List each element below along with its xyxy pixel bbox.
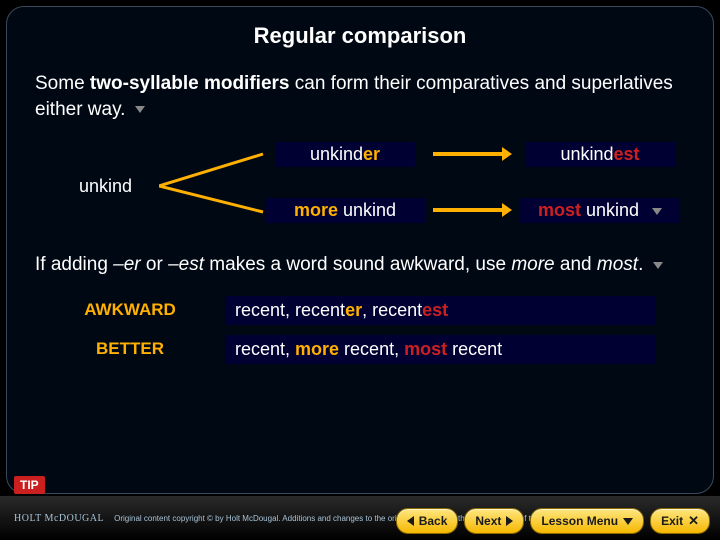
note-post: . xyxy=(638,254,643,275)
intro-text: Some two-syllable modifiers can form the… xyxy=(35,71,685,122)
back-button[interactable]: Back xyxy=(396,508,459,534)
comp-word-base: unkind xyxy=(338,200,396,220)
note-most: most xyxy=(597,254,638,275)
sup-word: most xyxy=(538,200,581,220)
comparative-word-box: more unkind xyxy=(265,198,425,223)
sup-word-base: unkind xyxy=(581,200,639,220)
comparative-suffix-box: unkinder xyxy=(275,142,415,167)
awk-p1: recent, recent xyxy=(235,300,345,320)
fork-lines xyxy=(159,148,269,224)
comp-suffix: er xyxy=(363,144,380,164)
exit-label: Exit xyxy=(661,514,683,528)
bet-most: most xyxy=(404,339,447,359)
awkward-box: recent, recenter, recentest xyxy=(225,296,655,325)
back-label: Back xyxy=(419,514,448,528)
footer-bar: HOLT McDOUGAL Original content copyright… xyxy=(0,496,720,540)
chevron-down-icon xyxy=(623,518,633,525)
better-box: recent, more recent, most recent xyxy=(225,335,655,364)
note-more: more xyxy=(511,254,554,275)
bet-p2: recent, xyxy=(339,339,404,359)
bet-more: more xyxy=(295,339,339,359)
better-label: BETTER xyxy=(35,339,225,359)
awk-p2: , recent xyxy=(362,300,422,320)
nav-buttons: Back Next Lesson Menu Exit ✕ xyxy=(396,508,710,534)
example-row-awkward: AWKWARD recent, recenter, recentest xyxy=(35,296,685,325)
comp-word: more xyxy=(294,200,338,220)
note-m2: makes a word sound awkward, use xyxy=(204,254,511,275)
arrow-icon xyxy=(433,152,503,156)
expand-icon xyxy=(652,208,662,215)
superlative-word-box: most unkind xyxy=(520,198,680,223)
example-row-better: BETTER recent, more recent, most recent xyxy=(35,335,685,364)
comp-base: unkind xyxy=(310,144,363,164)
publisher-logo: HOLT McDOUGAL xyxy=(14,513,104,524)
note-text: If adding –er or –est makes a word sound… xyxy=(35,252,685,278)
slide-panel: Regular comparison Some two-syllable mod… xyxy=(6,6,714,494)
awk-est: est xyxy=(422,300,448,320)
next-label: Next xyxy=(475,514,501,528)
diagram: unkind unkinder unkindest more unkind mo… xyxy=(35,142,685,234)
close-icon: ✕ xyxy=(688,513,699,529)
bet-p3: recent xyxy=(447,339,502,359)
awkward-label: AWKWARD xyxy=(35,300,225,320)
note-m3: and xyxy=(555,254,597,275)
lesson-menu-button[interactable]: Lesson Menu xyxy=(530,508,644,534)
brand-text: HOLT McDOUGAL xyxy=(14,513,104,524)
note-m1: or xyxy=(141,254,168,275)
superlative-suffix-box: unkindest xyxy=(525,142,675,167)
tip-badge[interactable]: TIP xyxy=(14,476,45,494)
awk-er: er xyxy=(345,300,362,320)
sup-suffix: est xyxy=(614,144,640,164)
examples: AWKWARD recent, recenter, recentest BETT… xyxy=(35,296,685,364)
chevron-left-icon xyxy=(407,516,414,526)
arrow-icon xyxy=(433,208,503,212)
bet-p1: recent, xyxy=(235,339,295,359)
note-pre: If adding xyxy=(35,254,113,275)
expand-icon xyxy=(653,262,663,269)
note-er: –er xyxy=(113,254,140,275)
chevron-right-icon xyxy=(506,516,513,526)
next-button[interactable]: Next xyxy=(464,508,524,534)
root-word: unkind xyxy=(79,176,132,197)
sup-base: unkind xyxy=(560,144,613,164)
menu-label: Lesson Menu xyxy=(541,514,618,528)
exit-button[interactable]: Exit ✕ xyxy=(650,508,710,534)
note-est: –est xyxy=(168,254,204,275)
intro-bold: two-syllable modifiers xyxy=(90,73,290,94)
intro-pre: Some xyxy=(35,73,90,94)
expand-icon xyxy=(135,106,145,113)
slide-title: Regular comparison xyxy=(35,23,685,49)
